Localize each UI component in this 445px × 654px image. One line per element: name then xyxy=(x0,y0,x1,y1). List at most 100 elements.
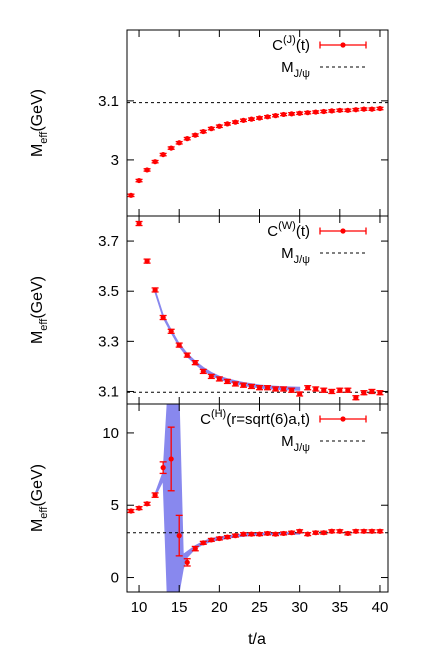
data-point xyxy=(313,386,319,392)
x-tick-label: 10 xyxy=(131,599,148,616)
x-tick-label: 35 xyxy=(331,599,348,616)
data-point xyxy=(329,388,335,395)
data-point xyxy=(216,376,222,382)
data-point xyxy=(256,385,263,391)
data-point xyxy=(256,531,263,537)
data-point xyxy=(232,381,239,387)
data-point xyxy=(208,537,214,543)
data-point xyxy=(337,107,343,113)
data-point xyxy=(160,314,166,321)
data-point xyxy=(281,111,287,118)
data-point xyxy=(160,465,166,471)
data-point xyxy=(329,108,335,114)
data-point xyxy=(136,177,142,184)
y-tick-label: 3.1 xyxy=(98,383,119,400)
data-point xyxy=(353,107,359,113)
data-point xyxy=(128,192,134,198)
y-axis-title: Meff(GeV) xyxy=(29,89,50,157)
data-point xyxy=(297,391,303,397)
data-point xyxy=(240,117,247,123)
y-tick-label: 3.5 xyxy=(98,283,119,300)
data-point xyxy=(321,108,327,115)
data-point xyxy=(248,383,255,390)
data-point xyxy=(224,121,230,127)
data-point xyxy=(345,387,351,393)
data-point xyxy=(216,123,222,129)
y-axis-title: Meff(GeV) xyxy=(29,464,50,532)
data-point xyxy=(297,528,303,534)
x-tick-label: 30 xyxy=(291,599,308,616)
data-point xyxy=(272,386,279,392)
data-point xyxy=(152,492,158,498)
legend-reference-label: MJ/ψ xyxy=(281,433,310,454)
data-point xyxy=(240,382,247,388)
data-point xyxy=(176,533,182,539)
data-point xyxy=(232,119,239,125)
data-series xyxy=(127,426,384,567)
data-point xyxy=(369,388,375,395)
data-point xyxy=(144,501,150,507)
data-point xyxy=(128,508,134,514)
data-point xyxy=(264,114,271,120)
data-point xyxy=(152,287,158,293)
data-series xyxy=(127,105,384,198)
data-point xyxy=(289,111,295,117)
data-point xyxy=(144,258,150,264)
data-point xyxy=(256,115,263,121)
data-point xyxy=(216,535,222,542)
data-point xyxy=(192,546,198,552)
data-point xyxy=(305,531,311,537)
y-tick-label: 0 xyxy=(111,570,119,587)
y-tick-label: 10 xyxy=(102,425,119,442)
data-point xyxy=(353,528,359,534)
legend-series-marker xyxy=(340,416,346,422)
data-point xyxy=(305,110,311,116)
data-point xyxy=(232,533,239,539)
data-point xyxy=(176,342,182,348)
panel-jpsi-correlator: 3 3.1 Meff(GeV) C(J)(t) MJ/ψ xyxy=(29,29,389,217)
data-point xyxy=(208,126,214,132)
legend-reference-label: MJ/ψ xyxy=(281,59,310,80)
data-point xyxy=(361,528,367,534)
x-axis-title: t/a xyxy=(248,631,266,648)
legend-series-marker xyxy=(340,42,346,48)
data-point xyxy=(168,145,174,151)
data-point xyxy=(184,559,190,565)
data-point xyxy=(272,531,279,537)
plot-frame xyxy=(126,215,389,405)
data-point xyxy=(289,530,295,536)
y-tick-label: 3.3 xyxy=(98,333,119,350)
data-point xyxy=(289,387,295,393)
data-point xyxy=(144,167,150,173)
data-point xyxy=(264,385,271,391)
data-point xyxy=(361,106,367,112)
data-point xyxy=(136,220,142,227)
legend-series-marker xyxy=(340,228,346,234)
data-point xyxy=(321,530,327,536)
x-tick-label: 40 xyxy=(372,599,389,616)
data-point xyxy=(200,368,206,375)
data-point xyxy=(337,387,343,393)
data-point xyxy=(345,107,351,113)
data-point xyxy=(184,136,190,142)
fit-band xyxy=(154,289,301,391)
data-point xyxy=(240,531,247,537)
data-point xyxy=(192,360,198,366)
data-point xyxy=(200,540,206,546)
legend-series-label: C(H)(r=sqrt(6)a,t) xyxy=(200,408,310,428)
data-point xyxy=(377,105,383,112)
data-point xyxy=(377,390,383,396)
x-tick-label: 25 xyxy=(251,599,268,616)
data-point xyxy=(136,505,142,511)
data-point xyxy=(264,530,271,537)
data-point xyxy=(329,528,335,534)
panel-wilson-loop: 3.1 3.3 3.5 3.7 Meff(GeV) C(W)(t) MJ/ψ xyxy=(29,215,389,405)
y-axis-title: Meff(GeV) xyxy=(29,276,50,344)
data-point xyxy=(208,373,214,380)
data-point xyxy=(353,395,359,401)
data-point xyxy=(313,109,319,115)
data-point xyxy=(377,528,383,534)
data-point xyxy=(224,534,230,540)
data-point xyxy=(281,530,287,537)
